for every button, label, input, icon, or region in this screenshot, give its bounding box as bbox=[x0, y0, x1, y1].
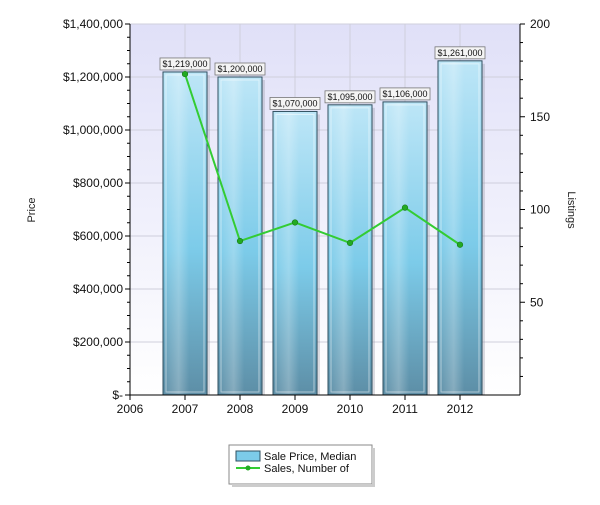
data-label-box bbox=[324, 90, 376, 104]
legend: Sale Price, Median Sales, Number of bbox=[228, 444, 375, 487]
data-labels: $1,219,000 $1,200,000 $1,070,000 $1,095,000… bbox=[159, 46, 486, 110]
sales-line bbox=[184, 73, 461, 246]
y-tick-label: $1,200,000 bbox=[63, 70, 123, 84]
sales-point bbox=[401, 204, 409, 211]
y-axis-title: Price bbox=[26, 197, 38, 222]
data-label-box bbox=[269, 97, 321, 110]
x-tick-label: 2006 bbox=[117, 402, 144, 416]
sales-point bbox=[291, 219, 299, 226]
data-label: $1,219,000 bbox=[162, 59, 207, 69]
y-tick-label: $800,000 bbox=[73, 176, 123, 190]
legend-swatch-sales-marker bbox=[245, 465, 251, 471]
legend-shadow-bottom bbox=[232, 484, 375, 487]
x-tick-label: 2010 bbox=[337, 402, 364, 416]
sales-point bbox=[181, 70, 189, 78]
y2-tick-label: 50 bbox=[530, 295, 544, 309]
y-tick-label: $600,000 bbox=[73, 229, 123, 243]
y2-tick-label: 200 bbox=[530, 17, 550, 31]
legend-label-sale-price: Sale Price, Median bbox=[264, 451, 356, 463]
legend-swatch-sale-price bbox=[235, 450, 261, 462]
axes: $1,400,000 $1,200,000 $1,000,000 $800,000 $6… bbox=[63, 17, 550, 416]
y-tick-label: $1,000,000 bbox=[63, 123, 123, 137]
x-tick-label: 2007 bbox=[172, 402, 199, 416]
sales-point bbox=[456, 241, 464, 248]
bar-shine bbox=[164, 72, 206, 394]
data-label-box bbox=[214, 62, 266, 76]
x-tick-label: 2008 bbox=[227, 402, 254, 416]
y-tick-label: $400,000 bbox=[73, 282, 123, 296]
data-label-box bbox=[434, 46, 486, 60]
y2-axis-title: Listings bbox=[565, 191, 577, 229]
x-tick-label: 2009 bbox=[282, 402, 309, 416]
bar-shine bbox=[439, 61, 481, 395]
data-label: $1,200,000 bbox=[217, 64, 262, 74]
legend-shadow bbox=[372, 448, 375, 487]
x-tick-label: 2011 bbox=[392, 402, 418, 416]
sales-point bbox=[236, 237, 244, 245]
x-tick-label: 2012 bbox=[447, 402, 474, 416]
data-label: $1,106,000 bbox=[382, 89, 427, 99]
legend-label-sales: Sales, Number of bbox=[264, 463, 350, 475]
data-label: $1,070,000 bbox=[272, 98, 317, 108]
data-label: $1,095,000 bbox=[327, 92, 372, 102]
y2-tick-label: 150 bbox=[530, 110, 550, 124]
data-label-box bbox=[159, 57, 211, 71]
data-label-box bbox=[379, 87, 431, 101]
y-tick-label: $1,400,000 bbox=[63, 17, 123, 31]
line-series bbox=[181, 70, 464, 248]
sales-point bbox=[346, 239, 354, 246]
y-tick-label: $- bbox=[112, 388, 123, 402]
data-label: $1,261,000 bbox=[437, 48, 482, 58]
bar-shine bbox=[274, 112, 316, 394]
bar-shine bbox=[384, 102, 426, 394]
y2-tick-label: 100 bbox=[530, 203, 550, 217]
y-tick-label: $200,000 bbox=[73, 335, 123, 349]
bar-shine bbox=[329, 105, 371, 394]
